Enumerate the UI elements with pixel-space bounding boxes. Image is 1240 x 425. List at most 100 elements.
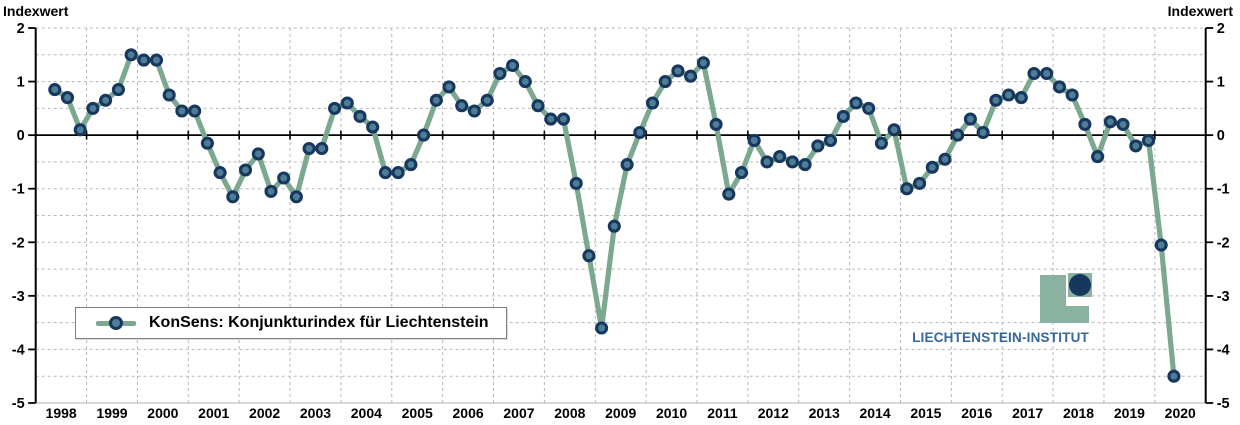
data-point-marker [378,166,392,180]
data-point-marker [773,150,787,164]
x-year-label: 2000 [147,405,178,421]
data-point-marker [1014,91,1028,105]
data-point-marker [162,88,176,102]
data-point-marker [99,93,113,107]
x-year-label: 2013 [809,405,840,421]
liechtenstein-institut-logo [1040,273,1092,325]
data-point-marker [849,96,863,110]
y-tick-label-left: 1 [17,75,25,91]
data-point-marker [671,64,685,78]
data-point-marker [531,99,545,113]
data-point-marker [544,112,558,126]
data-point-marker [200,136,214,150]
data-point-marker [798,158,812,172]
x-year-label: 2005 [402,405,433,421]
data-point-marker [391,166,405,180]
x-year-label: 1999 [96,405,127,421]
x-year-label: 2002 [249,405,280,421]
x-year-label: 2003 [300,405,331,421]
data-point-marker [251,147,265,161]
data-point-marker [913,176,927,190]
data-point-marker [874,136,888,150]
data-point-marker [1065,88,1079,102]
x-year-label: 2019 [1114,405,1145,421]
y-axis-title-left: Indexwert [3,3,69,19]
y-tick-label-left: -5 [12,396,25,412]
data-point-marker [887,123,901,137]
data-point-marker [73,123,87,137]
y-tick-label-right: 2 [1217,21,1225,37]
y-tick-label-left: 2 [17,21,25,37]
data-point-marker [328,101,342,115]
x-year-label: 2014 [859,405,890,421]
data-point-marker [658,75,672,89]
data-point-marker [277,171,291,185]
data-point-marker [1078,117,1092,131]
legend-series-label: KonSens: Konjunkturindex für Liechtenste… [149,314,489,331]
data-point-marker [213,166,227,180]
y-tick-label-right: -1 [1217,182,1230,198]
data-point-marker [709,117,723,131]
data-point-marker [1002,88,1016,102]
data-point-marker [124,48,138,62]
data-point-marker [417,128,431,142]
data-point-marker [811,139,825,153]
data-point-marker [722,187,736,201]
data-point-marker [137,53,151,67]
y-tick-label-left: 0 [17,128,25,144]
y-tick-label-right: 1 [1217,75,1225,91]
data-point-marker [862,101,876,115]
data-point-marker [264,184,278,198]
data-point-marker [1129,139,1143,153]
x-year-label: 2006 [453,405,484,421]
data-point-marker [60,91,75,105]
data-point-marker [836,109,850,123]
data-point-marker [900,182,914,196]
data-point-marker [633,125,647,140]
data-point-marker [455,99,469,113]
data-point-marker [747,133,761,148]
data-point-marker [238,163,253,177]
data-point-marker [925,160,939,174]
x-year-label: 2004 [351,405,382,421]
data-point-marker [976,125,990,140]
y-tick-label-left: -3 [12,289,25,305]
data-point-marker [86,101,100,115]
data-point-marker [989,93,1003,107]
data-point-marker [506,58,520,73]
data-point-marker [696,56,710,70]
data-point-marker [315,141,329,156]
data-point-marker [1141,133,1156,148]
x-year-label: 2015 [910,405,941,421]
data-point-marker [1167,369,1181,383]
data-point-marker [569,176,583,190]
data-point-marker [188,104,202,118]
legend-marker-icon [109,316,123,330]
y-tick-label-left: -1 [12,182,25,198]
data-point-marker [302,141,316,156]
x-year-label: 2001 [198,405,229,421]
y-tick-label-right: -2 [1217,235,1230,251]
x-year-label: 2017 [1012,405,1043,421]
data-point-marker [785,155,799,169]
data-point-marker [467,104,481,118]
data-point-marker [175,104,189,118]
data-point-marker [149,53,164,67]
x-year-label: 2008 [554,405,585,421]
data-point-marker [353,109,367,123]
x-year-label: 2010 [656,405,687,421]
y-tick-label-left: -4 [12,342,25,358]
data-point-marker [823,133,838,148]
data-point-marker [1116,117,1130,131]
y-tick-label-left: -2 [12,235,25,251]
data-point-marker [760,155,774,169]
x-year-label: 2012 [758,405,789,421]
x-year-label: 2009 [605,405,636,421]
data-point-marker [734,166,749,180]
y-tick-label-right: -5 [1217,396,1230,412]
data-point-marker [1154,238,1168,252]
data-point-marker [111,83,125,97]
chart-legend: KonSens: Konjunkturindex für Liechtenste… [75,307,507,339]
